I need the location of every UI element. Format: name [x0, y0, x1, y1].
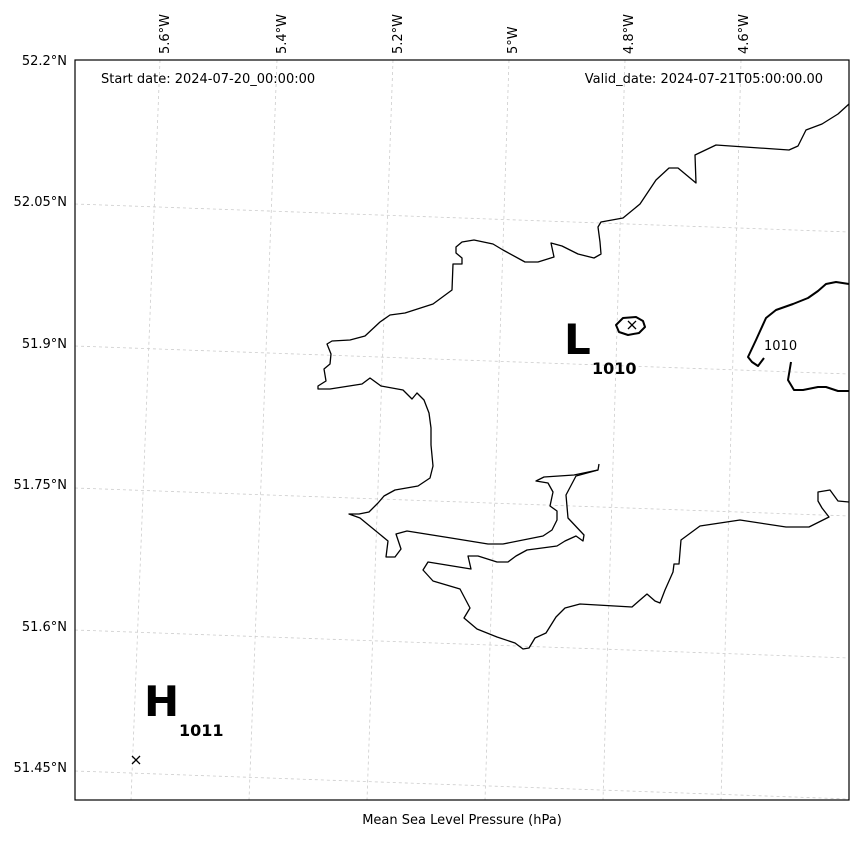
- lon-tick-label: 4.8°W: [622, 14, 637, 54]
- high-pressure-value: 1011: [179, 721, 224, 740]
- lat-tick-label: 51.9°N: [22, 337, 67, 352]
- lon-tick-labels: 5.6°W 5.4°W 5.2°W 5°W 4.8°W 4.6°W: [158, 14, 752, 54]
- low-pressure-value: 1010: [592, 359, 637, 378]
- lon-tick-label: 5.2°W: [391, 14, 406, 54]
- parallel-51.45n: [74, 770, 850, 800]
- lon-tick-label: 5.6°W: [158, 14, 173, 54]
- low-pressure-center: L 1010: [564, 315, 637, 378]
- lat-tick-label: 52.05°N: [14, 195, 67, 210]
- high-center-x-marker: [131, 755, 141, 765]
- meridian-4.8w: [602, 59, 626, 801]
- valid-date-label: Valid_date: 2024-07-21T05:00:00.00: [585, 72, 823, 87]
- meridian-4.6w: [720, 59, 742, 801]
- parallel-51.75n: [74, 487, 850, 517]
- meridian-5.2w: [366, 59, 394, 801]
- lat-tick-label: 51.6°N: [22, 620, 67, 635]
- parallel-51.6n: [74, 629, 850, 659]
- parallel-52.05n: [74, 203, 850, 233]
- lon-tick-label: 5°W: [506, 26, 521, 54]
- isobar-low-closed: [615, 316, 646, 336]
- lat-tick-label: 51.75°N: [14, 478, 67, 493]
- coastline: [317, 103, 850, 650]
- lat-tick-label: 51.45°N: [14, 761, 67, 776]
- lon-tick-label: 5.4°W: [275, 14, 290, 54]
- high-pressure-center: H 1011: [131, 677, 224, 765]
- isobar-east-upper: [747, 281, 850, 367]
- low-center-x-marker: [627, 320, 637, 330]
- lat-tick-label: 52.2°N: [22, 54, 67, 69]
- high-symbol: H: [144, 677, 179, 726]
- x-axis-label: Mean Sea Level Pressure (hPa): [362, 813, 562, 828]
- meridian-5w: [484, 59, 510, 801]
- low-symbol: L: [564, 315, 591, 364]
- meridian-5.4w: [248, 59, 278, 801]
- coastline-north: [317, 103, 850, 558]
- coastline-south: [422, 469, 850, 650]
- isobar-contour-label: 1010: [764, 339, 797, 354]
- isobar-east-lower: [787, 361, 849, 392]
- map-frame: [74, 59, 850, 801]
- isobars: [615, 281, 850, 392]
- lat-tick-labels: 52.2°N 52.05°N 51.9°N 51.75°N 51.6°N 51.…: [14, 54, 67, 776]
- start-date-label: Start date: 2024-07-20_00:00:00: [101, 72, 315, 87]
- lon-tick-label: 4.6°W: [737, 14, 752, 54]
- graticule: [74, 59, 850, 801]
